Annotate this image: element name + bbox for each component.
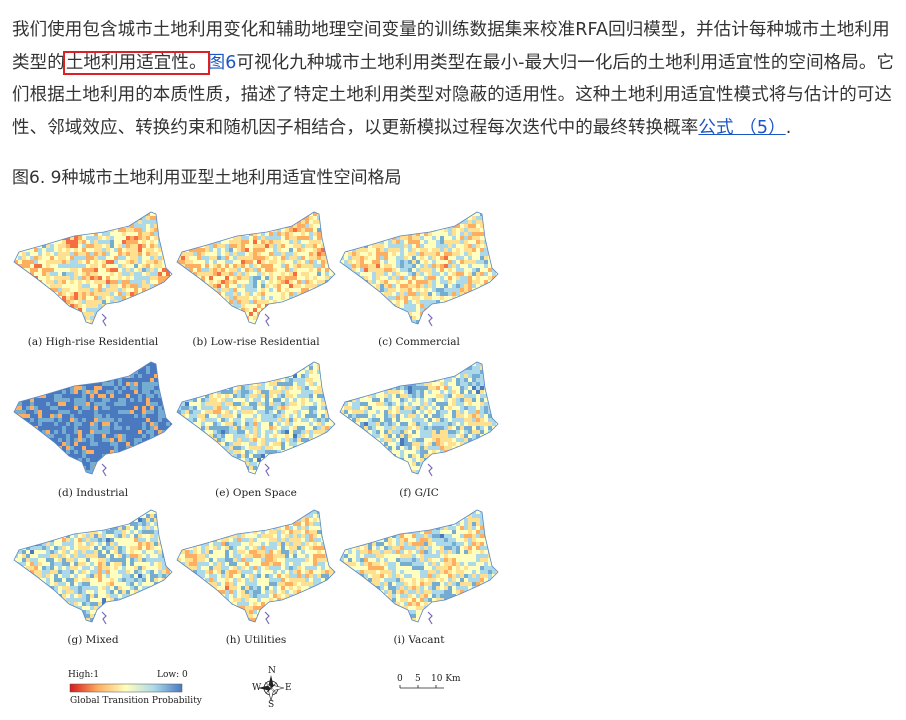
compass-w: W bbox=[252, 683, 262, 693]
formula-5-link[interactable]: 公式 （5） bbox=[698, 117, 786, 138]
suitability-map-g bbox=[13, 509, 173, 625]
compass-e: E bbox=[285, 683, 292, 693]
panel-label-b: (b) Low-rise Residential bbox=[192, 336, 320, 348]
suitability-map-c bbox=[339, 211, 499, 327]
compass-s: S bbox=[268, 700, 275, 710]
panel-label-f: (f) G/IC bbox=[399, 487, 439, 499]
legend-low-label: Low: 0 bbox=[157, 670, 188, 680]
paragraph-text-2: 可视化九种城市土地利用类型在最小-最大归一化后的土地利用适宜性的空间格局。它们根… bbox=[12, 52, 895, 138]
scale-bar bbox=[399, 685, 444, 689]
compass-n: N bbox=[268, 666, 276, 676]
legend-high-label: High:1 bbox=[68, 670, 100, 680]
suitability-map-b bbox=[176, 211, 336, 327]
suitability-map-i bbox=[339, 509, 499, 625]
suitability-map-a bbox=[13, 211, 173, 327]
panel-label-g: (g) Mixed bbox=[67, 634, 119, 646]
panel-label-h: (h) Utilities bbox=[225, 634, 287, 646]
scale-tick-5: 5 bbox=[415, 674, 421, 684]
article-paragraph: 我们使用包含城市土地利用变化和辅助地理空间变量的训练数据集来校准RFA回归模型，… bbox=[12, 14, 896, 144]
scale-tick-10: 10 Km bbox=[431, 674, 461, 684]
suitability-map-e bbox=[176, 361, 336, 477]
north-arrow-icon bbox=[258, 675, 285, 702]
panel-label-a: (a) High-rise Residential bbox=[27, 336, 159, 348]
suitability-map-d bbox=[13, 361, 173, 477]
figure-caption: 图6. 9种城市土地利用亚型土地利用适宜性空间格局 bbox=[12, 168, 402, 188]
legend-title: Global Transition Probability bbox=[70, 696, 202, 706]
scale-tick-0: 0 bbox=[397, 674, 403, 684]
legend-color-bar bbox=[69, 683, 183, 693]
highlighted-term: 土地利用适宜性。 bbox=[62, 50, 210, 75]
panel-label-c: (c) Commercial bbox=[378, 336, 460, 348]
suitability-map-f bbox=[339, 361, 499, 477]
figure-6-link[interactable]: 图6 bbox=[207, 52, 237, 73]
panel-label-i: (i) Vacant bbox=[393, 634, 445, 646]
panel-label-d: (d) Industrial bbox=[57, 487, 129, 499]
suitability-map-h bbox=[176, 509, 336, 625]
paragraph-text-3: . bbox=[785, 117, 792, 138]
panel-label-e: (e) Open Space bbox=[215, 487, 297, 499]
paragraph-text-1: 我们使用包含城市土地利用变化和辅助地理空间变量的训练数据集来校准RFA回归模型，… bbox=[12, 20, 890, 73]
